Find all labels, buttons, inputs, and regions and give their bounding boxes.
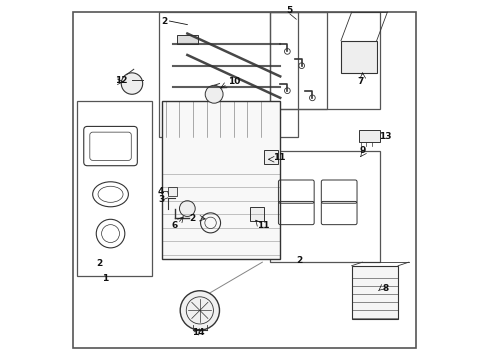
- Text: 1: 1: [102, 274, 108, 283]
- Bar: [176, 35, 198, 44]
- Bar: [358, 130, 380, 143]
- Bar: [269, 12, 326, 109]
- Bar: [264, 150, 278, 164]
- Text: 10: 10: [228, 77, 240, 86]
- Text: 11: 11: [257, 221, 269, 230]
- Text: 3: 3: [158, 195, 164, 204]
- Text: 7: 7: [357, 77, 363, 86]
- Bar: [249, 207, 264, 221]
- Bar: [351, 266, 397, 319]
- Text: 2: 2: [162, 17, 167, 26]
- Circle shape: [205, 85, 223, 103]
- Text: 5: 5: [286, 6, 292, 15]
- Text: 8: 8: [381, 284, 387, 293]
- Bar: [162, 102, 280, 258]
- Circle shape: [180, 291, 219, 330]
- Bar: [77, 102, 151, 276]
- Text: 2: 2: [188, 214, 195, 223]
- Text: 6: 6: [172, 221, 178, 230]
- Bar: [340, 41, 376, 73]
- Text: 13: 13: [378, 132, 390, 141]
- Circle shape: [179, 201, 195, 216]
- Text: 4: 4: [158, 187, 164, 196]
- Bar: [159, 12, 298, 137]
- Bar: [269, 152, 380, 262]
- Text: 11: 11: [272, 153, 285, 162]
- Text: 2: 2: [296, 256, 303, 265]
- Text: 12: 12: [115, 76, 127, 85]
- Bar: [269, 12, 380, 109]
- Text: 2: 2: [97, 260, 103, 269]
- Bar: [167, 187, 176, 196]
- Text: 9: 9: [359, 146, 365, 155]
- Circle shape: [121, 73, 142, 94]
- Text: 14: 14: [191, 328, 204, 337]
